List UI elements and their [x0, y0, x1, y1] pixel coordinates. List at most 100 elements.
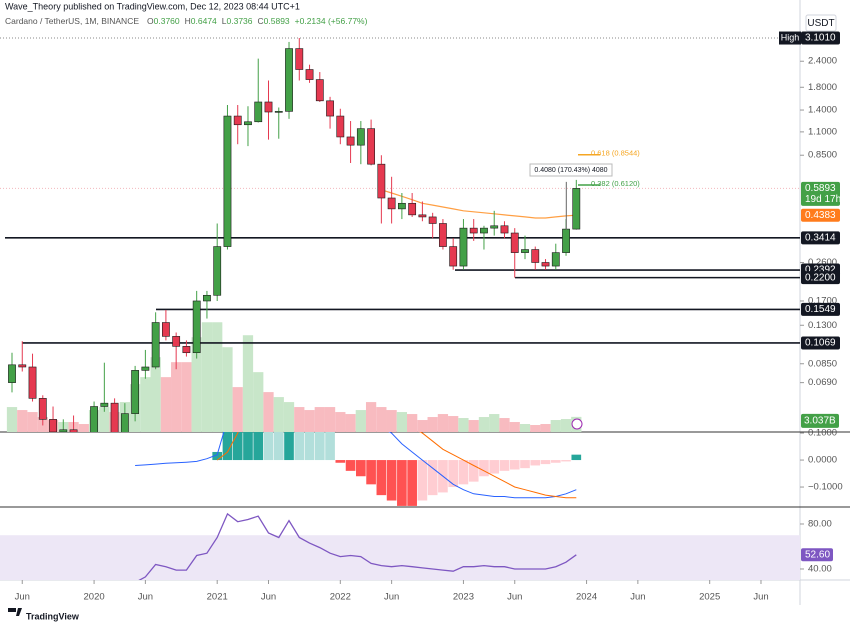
- moving-average: [381, 189, 577, 219]
- alert-icon[interactable]: [571, 418, 583, 430]
- volume-bar: [304, 410, 315, 432]
- y-tick-label: 1.8000: [808, 82, 837, 93]
- macd-bar: [458, 460, 469, 485]
- x-tick-label: Jun: [261, 592, 276, 603]
- volume-bar: [294, 407, 305, 432]
- macd-bar: [520, 460, 530, 469]
- macd-bar: [263, 432, 274, 461]
- volume-bar: [386, 410, 397, 432]
- volume-bar: [509, 422, 520, 432]
- volume-bar: [335, 412, 346, 432]
- volume-bar: [314, 407, 325, 432]
- macd-tick-label: −0.1000: [808, 482, 843, 493]
- macd-bar: [499, 460, 510, 471]
- macd-tick-label: 0.0000: [808, 455, 837, 466]
- candle-body: [551, 252, 560, 267]
- currency[interactable]: USDT: [807, 18, 834, 29]
- candle-body: [233, 115, 242, 126]
- measure-box: [529, 163, 613, 177]
- macd-bar: [253, 432, 264, 461]
- fib-label: 0.382 (0.6120): [591, 179, 640, 188]
- macd-bar: [407, 460, 417, 506]
- x-tick-label: Jun: [630, 592, 645, 603]
- rsi-pane: [0, 512, 800, 580]
- price-badge: [801, 31, 840, 45]
- price-pane: [0, 37, 800, 432]
- price-badge: [801, 231, 840, 245]
- candle-body: [531, 249, 540, 263]
- candle-body: [315, 79, 324, 102]
- footer: TradingView: [26, 611, 80, 621]
- currency-box[interactable]: [805, 14, 837, 32]
- price-badge-label: 0.2392: [805, 265, 836, 276]
- macd-bar: [325, 432, 335, 461]
- candle-body: [326, 100, 334, 117]
- macd-bar: [448, 460, 459, 488]
- legend-key: L: [222, 16, 227, 26]
- candle-body: [510, 232, 519, 253]
- volume-bar: [253, 372, 264, 432]
- macd-bar: [540, 460, 551, 465]
- candle-body: [387, 197, 396, 210]
- volume-bar: [396, 412, 408, 432]
- volume-badge: [801, 413, 839, 428]
- volume-bar: [324, 407, 336, 432]
- volume-bar: [27, 412, 38, 432]
- candle-body: [480, 227, 488, 234]
- volume-bar: [540, 424, 551, 432]
- candle-body: [49, 419, 57, 432]
- x-tick-label: 2020: [84, 592, 105, 603]
- x-tick-label: Jun: [138, 592, 153, 603]
- macd-bar: [356, 460, 366, 477]
- candle-body: [131, 370, 140, 414]
- rsi-badge: [801, 548, 833, 562]
- volume-bar: [242, 335, 254, 432]
- candle-body: [69, 429, 78, 432]
- volume-bar: [468, 420, 479, 432]
- candle-body: [151, 322, 160, 368]
- x-tick-label: 2021: [207, 592, 228, 603]
- price-badge: [801, 336, 840, 350]
- x-tick-label: 2025: [699, 592, 720, 603]
- price-badge: [801, 271, 840, 285]
- macd-bar: [561, 460, 571, 462]
- macd-bar: [571, 454, 582, 461]
- price-badge: [801, 181, 840, 206]
- macd-bar: [376, 460, 387, 496]
- macd-tick-label: 0.1000: [808, 428, 837, 439]
- macd-pane: [135, 432, 582, 506]
- candle-body: [285, 48, 293, 112]
- candle-body: [572, 188, 581, 230]
- price-badge-label: 3.1010: [805, 33, 836, 44]
- candle-body: [521, 249, 529, 253]
- rsi-line: [138, 512, 577, 580]
- candle-body: [367, 128, 375, 165]
- candle-body: [244, 121, 252, 126]
- price-badge: [801, 208, 840, 222]
- fib-label: 0.618 (0.8544): [591, 149, 640, 158]
- y-tick-label: 0.8500: [808, 150, 837, 161]
- candle-body: [213, 246, 222, 296]
- volume-bar: [6, 407, 18, 432]
- rsi-tick-label: 40.00: [808, 563, 832, 574]
- macd-bar: [489, 460, 500, 474]
- volume-bar: [283, 402, 295, 432]
- macd-bar: [509, 460, 520, 470]
- volume-bar: [355, 410, 366, 432]
- y-tick-label: 0.1700: [808, 295, 837, 306]
- macd-bar: [212, 451, 223, 461]
- volume-bar: [519, 424, 531, 432]
- macd-bar: [530, 460, 541, 466]
- countdown: 19d 17h: [805, 194, 841, 205]
- y-tick-label: 2.4000: [808, 56, 837, 67]
- volume-bar: [273, 397, 284, 432]
- price-badge-label: 0.4383: [805, 210, 836, 221]
- candle-body: [28, 366, 37, 399]
- candle-body: [203, 294, 211, 302]
- candle-body: [346, 136, 355, 146]
- candle-body: [469, 227, 478, 234]
- legend-value: 0.5893: [264, 16, 290, 26]
- publisher: Wave_Theory published on TradingView.com…: [5, 1, 300, 11]
- candle-body: [8, 364, 16, 383]
